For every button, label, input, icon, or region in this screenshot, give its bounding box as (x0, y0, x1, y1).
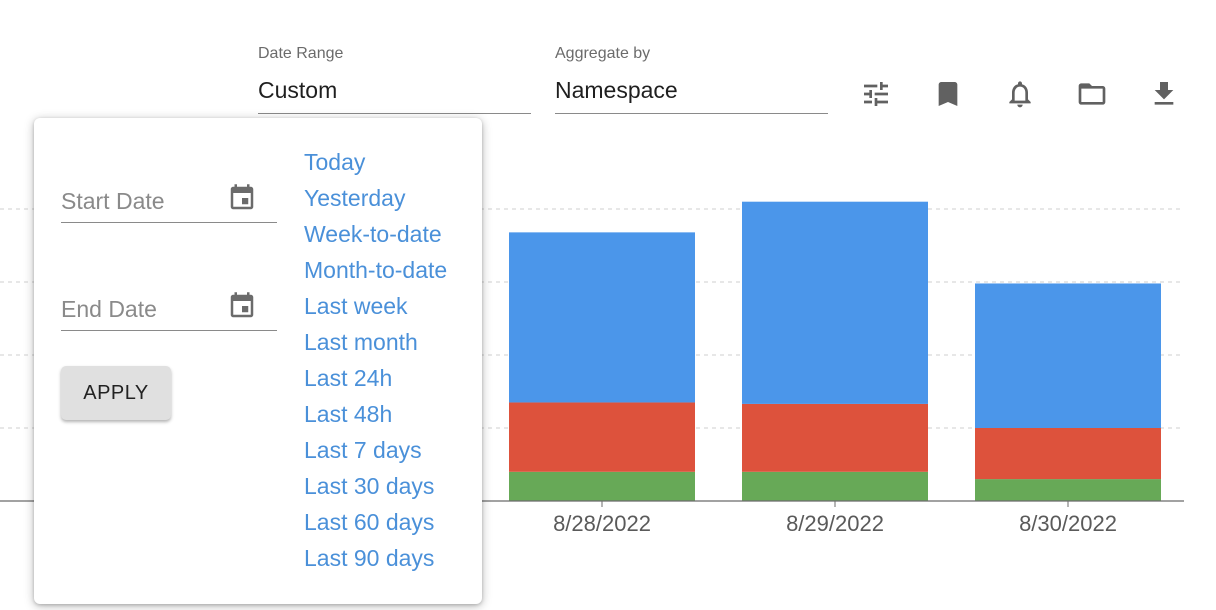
preset-last-60-days[interactable]: Last 60 days (304, 509, 435, 535)
preset-last-7-days[interactable]: Last 7 days (304, 437, 422, 463)
date-range-label: Date Range (258, 45, 344, 62)
bar-segment-1-0[interactable] (509, 402, 695, 472)
preset-month-to-date[interactable]: Month-to-date (304, 257, 448, 283)
tune-icon[interactable] (856, 74, 896, 114)
preset-last-90-days[interactable]: Last 90 days (304, 545, 435, 571)
aggregate-by-select[interactable]: Aggregate by Namespace (555, 44, 828, 114)
bar-segment-1-1[interactable] (742, 403, 928, 472)
x-tick-label: 8/28/2022 (553, 511, 651, 536)
folder-icon[interactable] (1072, 74, 1112, 114)
bar-segment-0-1[interactable] (742, 471, 928, 501)
x-tick-label: 8/30/2022 (1019, 511, 1117, 536)
x-tick-label: 8/29/2022 (786, 511, 884, 536)
preset-last-24h[interactable]: Last 24h (304, 365, 393, 391)
end-date-field[interactable]: End Date (61, 286, 277, 331)
aggregate-by-label: Aggregate by (555, 45, 651, 62)
preset-week-to-date[interactable]: Week-to-date (304, 221, 442, 247)
calendar-icon[interactable] (227, 182, 257, 214)
preset-today[interactable]: Today (304, 149, 366, 175)
date-range-popover: Start Date End Date APPLY Today Yesterda… (34, 118, 482, 604)
preset-last-month[interactable]: Last month (304, 329, 418, 355)
start-date-placeholder: Start Date (61, 188, 165, 214)
calendar-icon[interactable] (227, 290, 257, 322)
start-date-field[interactable]: Start Date (61, 178, 277, 223)
preset-last-week[interactable]: Last week (304, 293, 408, 319)
bell-icon[interactable] (1000, 74, 1040, 114)
bar-segment-1-2[interactable] (975, 428, 1161, 480)
aggregate-by-value[interactable]: Namespace (555, 77, 828, 114)
date-range-select[interactable]: Date Range Custom (258, 44, 531, 114)
preset-yesterday[interactable]: Yesterday (304, 185, 406, 211)
bookmark-icon[interactable] (928, 74, 968, 114)
date-preset-list: Today Yesterday Week-to-date Month-to-da… (304, 144, 447, 576)
bar-segment-0-2[interactable] (975, 479, 1161, 501)
bar-segment-0-0[interactable] (509, 471, 695, 501)
end-date-placeholder: End Date (61, 296, 157, 322)
preset-last-30-days[interactable]: Last 30 days (304, 473, 435, 499)
download-icon[interactable] (1144, 74, 1184, 114)
bar-segment-2-2[interactable] (975, 283, 1161, 428)
apply-button[interactable]: APPLY (61, 366, 171, 420)
bar-segment-2-0[interactable] (509, 232, 695, 403)
preset-last-48h[interactable]: Last 48h (304, 401, 393, 427)
bar-segment-2-1[interactable] (742, 201, 928, 404)
date-range-value[interactable]: Custom (258, 77, 531, 114)
